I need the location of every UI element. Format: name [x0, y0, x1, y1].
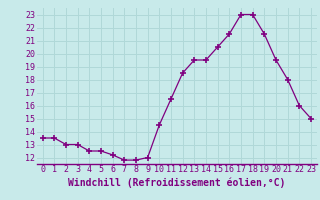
X-axis label: Windchill (Refroidissement éolien,°C): Windchill (Refroidissement éolien,°C) [68, 177, 285, 188]
